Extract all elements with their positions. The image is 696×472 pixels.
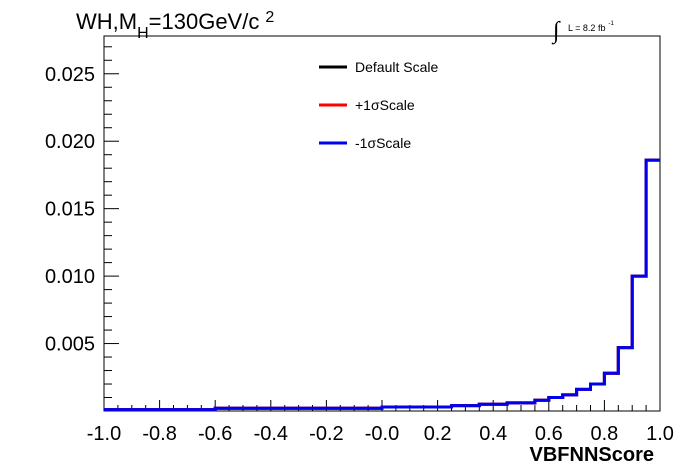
- series-line-1: [104, 158, 660, 412]
- series-layer: [104, 158, 660, 412]
- x-tick-label: 0.8: [590, 423, 618, 445]
- x-axis-label: VBFNNScore: [530, 444, 654, 466]
- luminosity-text: L = 8.2 fb: [568, 23, 605, 33]
- luminosity-integral-symbol: ∫: [551, 18, 561, 45]
- title-main: WH,M: [76, 9, 137, 34]
- chart-title: WH,MH=130GeV/c 2: [76, 9, 274, 42]
- legend-label-1: +1σScale: [355, 97, 415, 113]
- series-line-2: [104, 158, 660, 412]
- luminosity-label: L = 8.2 fb -1: [568, 21, 614, 33]
- legend-label-0: Default Scale: [355, 59, 438, 75]
- x-axis: -1.0 -0.8 -0.6 -0.4 -0.2 -0.0 0.2 0.4 0.6 0.8 1.0: [87, 400, 674, 445]
- y-tick-label: 0.020: [45, 131, 95, 153]
- series-line-0: [104, 158, 660, 412]
- y-tick-label: 0.010: [45, 266, 95, 288]
- x-tick-label: 1.0: [646, 423, 674, 445]
- x-tick-label: -0.6: [198, 423, 232, 445]
- x-tick-label: -0.2: [309, 423, 343, 445]
- x-tick-label: -0.8: [142, 423, 176, 445]
- luminosity-superscript: -1: [608, 21, 614, 27]
- x-tick-label: -0.0: [365, 423, 399, 445]
- y-tick-label: 0.015: [45, 199, 95, 221]
- title-subscript: H: [137, 25, 149, 42]
- x-tick-label: -0.4: [254, 423, 288, 445]
- legend-label-2: -1σScale: [355, 135, 411, 151]
- plot-frame: [103, 35, 661, 412]
- y-axis: 0.005 0.010 0.015 0.020 0.025: [45, 46, 119, 399]
- x-tick-label: 0.2: [424, 423, 452, 445]
- x-tick-label: 0.4: [479, 423, 507, 445]
- title-rest: =130GeV/c: [149, 9, 260, 34]
- y-tick-label: 0.025: [45, 64, 95, 86]
- legend: Default Scale +1σScale -1σScale: [319, 59, 438, 151]
- x-tick-label: -1.0: [87, 423, 121, 445]
- y-tick-label: 0.005: [45, 334, 95, 356]
- x-tick-label: 0.6: [535, 423, 563, 445]
- title-superscript: 2: [265, 9, 274, 26]
